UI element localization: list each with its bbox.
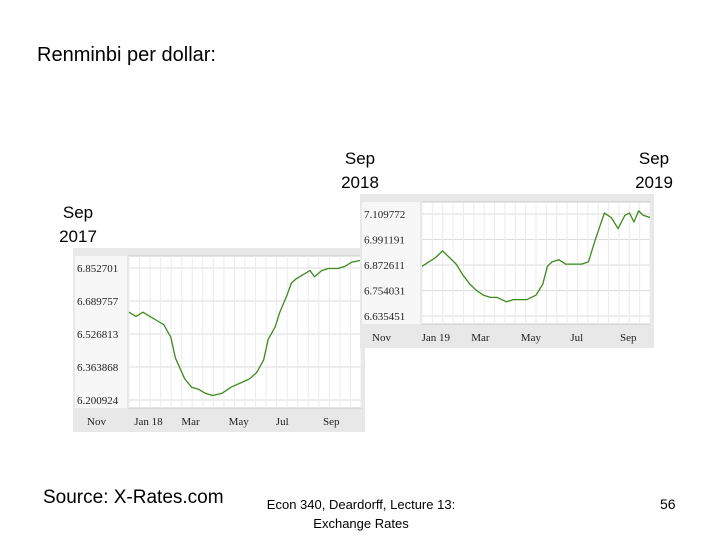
c2-x-tick-label: May: [521, 332, 542, 344]
chart-2017-2018: 6.852701 6.689757 6.526813 6.363868 6.200924…: [73, 248, 365, 432]
c2-x-tick-label: Sep: [620, 332, 637, 344]
c1-x-tick-label: Jul: [276, 416, 289, 428]
c2-x-tick-label: Mar: [471, 332, 490, 344]
c2-x-tick-label: Jan 19: [422, 332, 451, 344]
label-sep-2018: Sep 2018: [341, 149, 379, 192]
c1-x-tick-label: Jan 18: [134, 416, 163, 428]
c1-y-tick-label: 6.200924: [77, 395, 119, 407]
c1-x-tick-label: Sep: [323, 416, 340, 428]
c1-label-column: [75, 256, 127, 408]
label-sep-2017: Sep 2017: [59, 203, 97, 246]
c1-x-tick-label: May: [229, 416, 250, 428]
c1-y-tick-label: 6.689757: [77, 296, 119, 308]
c2-y-tick-label: 7.109772: [364, 209, 405, 221]
c2-label-column: [362, 202, 420, 324]
c2-x-tick-label: Jul: [570, 332, 583, 344]
c1-x-tick-label: Nov: [87, 416, 106, 428]
c2-y-tick-label: 6.635451: [364, 311, 405, 323]
c2-y-tick-label: 6.754031: [364, 286, 405, 298]
slide-title: Renminbi per dollar:: [37, 44, 216, 66]
page-number: 56: [660, 496, 676, 512]
c1-series-line: [128, 259, 362, 397]
c1-y-tick-label: 6.852701: [77, 263, 118, 275]
c2-x-tick-label: Nov: [372, 332, 391, 344]
c1-y-tick-label: 6.526813: [77, 329, 119, 341]
source-note: Source: X-Rates.com: [43, 487, 224, 508]
chart-2018-2019: 7.109772 6.991191 6.872611 6.754031 6.635451…: [360, 194, 654, 348]
c1-y-tick-label: 6.363868: [77, 362, 119, 374]
c1-x-tick-label: Mar: [181, 416, 200, 428]
c2-series-line: [421, 210, 651, 303]
c2-y-tick-label: 6.872611: [364, 260, 405, 272]
footer-text: Econ 340, Deardorff, Lecture 13: Exchang…: [266, 497, 456, 531]
label-sep-2019: Sep 2019: [635, 149, 673, 192]
c2-y-tick-label: 6.991191: [364, 235, 405, 247]
